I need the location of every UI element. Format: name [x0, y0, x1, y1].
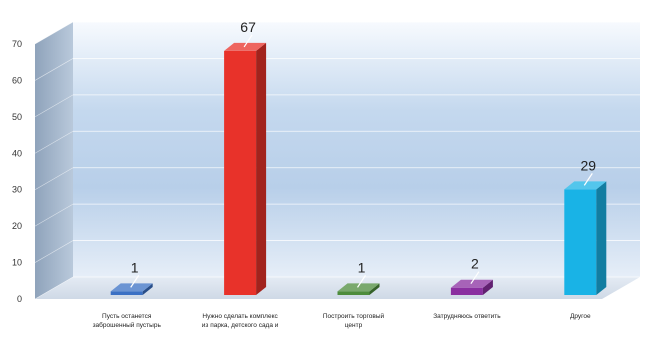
- category-label: Затрудняюсь ответить: [433, 313, 501, 320]
- gridline-side: [34, 58, 74, 81]
- data-label-leader: [243, 34, 253, 48]
- data-label-leader: [470, 271, 480, 285]
- gridline-side: [34, 240, 74, 263]
- y-tick-label: 40: [12, 148, 22, 158]
- bar: [564, 189, 597, 295]
- data-label-leader: [357, 275, 366, 288]
- bar: [110, 291, 143, 295]
- back-wall: [73, 22, 640, 277]
- gridline-side: [34, 276, 74, 300]
- side-wall: [35, 22, 73, 299]
- bar: [224, 50, 257, 295]
- bar-top: [450, 279, 493, 288]
- y-tick-label: 0: [17, 294, 22, 304]
- gridline-side: [34, 203, 74, 227]
- data-label: 29: [581, 157, 597, 173]
- data-label: 1: [131, 259, 139, 275]
- category-label: Нужно сделать комплекс из парка, детского…: [202, 313, 279, 329]
- data-label-leader: [130, 275, 140, 288]
- y-tick-label: 60: [12, 75, 22, 85]
- bar: [337, 291, 370, 295]
- data-label-leader: [583, 173, 593, 186]
- category-label: Построить торговый центр: [323, 312, 385, 329]
- gridline-side: [34, 131, 74, 154]
- category-label: Другое: [570, 313, 591, 320]
- bar-side: [482, 279, 493, 295]
- bar-side: [596, 181, 607, 295]
- gridline-side: [34, 94, 74, 118]
- y-tick-label: 50: [12, 112, 22, 122]
- bar-top: [564, 181, 607, 190]
- category-label: Пусть останется заброшенный пустырь: [93, 313, 162, 329]
- plot-area: 0 10 20 30 40 50 60 70 1 Пусть останется заброшенн…: [12, 19, 640, 329]
- y-tick-label: 70: [12, 39, 22, 49]
- data-label: 67: [240, 19, 256, 35]
- data-label: 2: [471, 256, 479, 272]
- bar-top: [110, 283, 153, 292]
- bar-top: [337, 283, 380, 292]
- y-tick-label: 30: [12, 185, 22, 195]
- bar-side: [369, 283, 380, 295]
- bar: [450, 287, 483, 295]
- gridline-side: [34, 21, 74, 45]
- gridline-side: [34, 167, 74, 190]
- y-tick-label: 10: [12, 258, 22, 268]
- bar-side: [142, 283, 153, 295]
- data-label: 1: [358, 259, 366, 275]
- bar-top: [224, 42, 267, 51]
- y-tick-label: 20: [12, 221, 22, 231]
- bar-side: [256, 42, 267, 295]
